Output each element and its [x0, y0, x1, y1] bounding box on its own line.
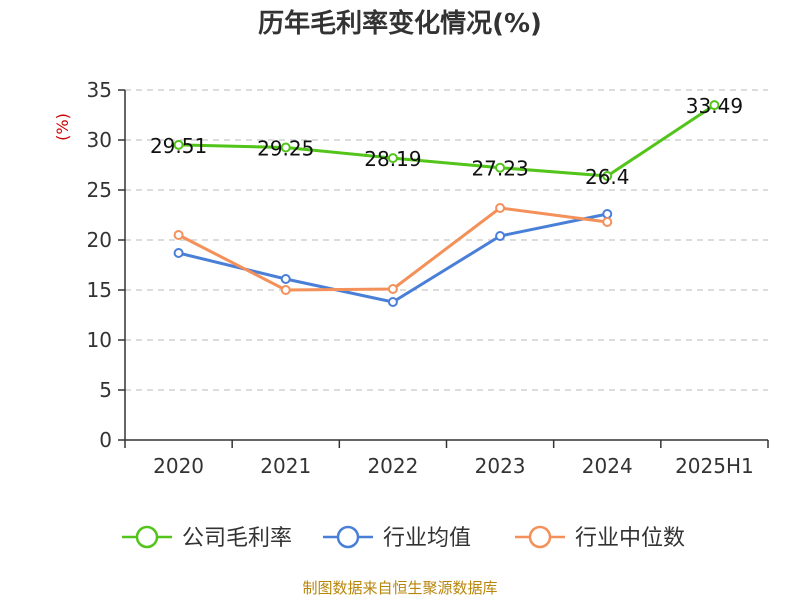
x-tick-label: 2024 — [582, 454, 633, 478]
y-tick-label: 10 — [87, 328, 112, 352]
data-point — [495, 203, 506, 213]
data-label: 26.4 — [585, 165, 630, 189]
data-label: 28.19 — [364, 147, 421, 171]
legend: 公司毛利率 行业均值 行业中位数 — [122, 525, 685, 551]
x-tick-label: 2022 — [367, 454, 418, 478]
x-tick-label: 2021 — [260, 454, 311, 478]
data-label: 33.49 — [686, 94, 743, 118]
y-tick-label: 5 — [99, 378, 112, 402]
x-tick-label: 2020 — [153, 454, 204, 478]
series-line — [178, 103, 716, 178]
data-point — [602, 171, 613, 181]
data-point — [387, 153, 398, 164]
data-point — [602, 209, 613, 219]
y-tick-label: 15 — [87, 278, 112, 302]
data-point — [280, 142, 291, 153]
data-point — [709, 100, 720, 111]
source-note: 制图数据来自恒生聚源数据库 — [302, 579, 497, 597]
legend-marker — [528, 525, 552, 549]
data-point — [387, 297, 398, 307]
y-tick-label: 0 — [99, 428, 112, 452]
y-tick-label: 25 — [87, 178, 112, 202]
data-point — [280, 274, 291, 284]
x-tick-label: 2023 — [475, 454, 526, 478]
data-point — [495, 162, 506, 173]
data-label: 27.23 — [471, 157, 528, 181]
y-tick-label: 30 — [87, 128, 112, 152]
data-point — [173, 248, 184, 258]
chart-title: 历年毛利率变化情况(%) — [258, 8, 542, 39]
y-tick-label: 35 — [87, 78, 112, 102]
data-label: 29.25 — [257, 137, 314, 161]
legend-marker — [135, 525, 159, 549]
legend-label: 行业中位数 — [575, 526, 685, 551]
data-point — [602, 217, 613, 227]
data-point — [173, 230, 184, 240]
gridlines — [125, 89, 768, 391]
data-point — [280, 285, 291, 295]
axes: 0 5 10 15 20 25 30 35 2020 2021 2022 2023 2024 2025H1 — [87, 78, 769, 478]
legend-marker — [336, 525, 360, 549]
series-layer — [173, 100, 720, 307]
data-label: 29.51 — [150, 134, 207, 158]
series-line — [177, 206, 608, 292]
legend-label: 行业均值 — [383, 526, 471, 551]
y-axis-unit: (%) — [53, 113, 72, 141]
y-tick-label: 20 — [87, 228, 112, 252]
data-labels: 29.51 29.25 28.19 27.23 26.4 33.49 — [150, 94, 743, 189]
x-tick-label: 2025H1 — [675, 454, 754, 478]
data-point — [387, 284, 398, 294]
data-point — [173, 139, 184, 150]
legend-label: 公司毛利率 — [182, 526, 292, 551]
data-point — [495, 231, 506, 241]
